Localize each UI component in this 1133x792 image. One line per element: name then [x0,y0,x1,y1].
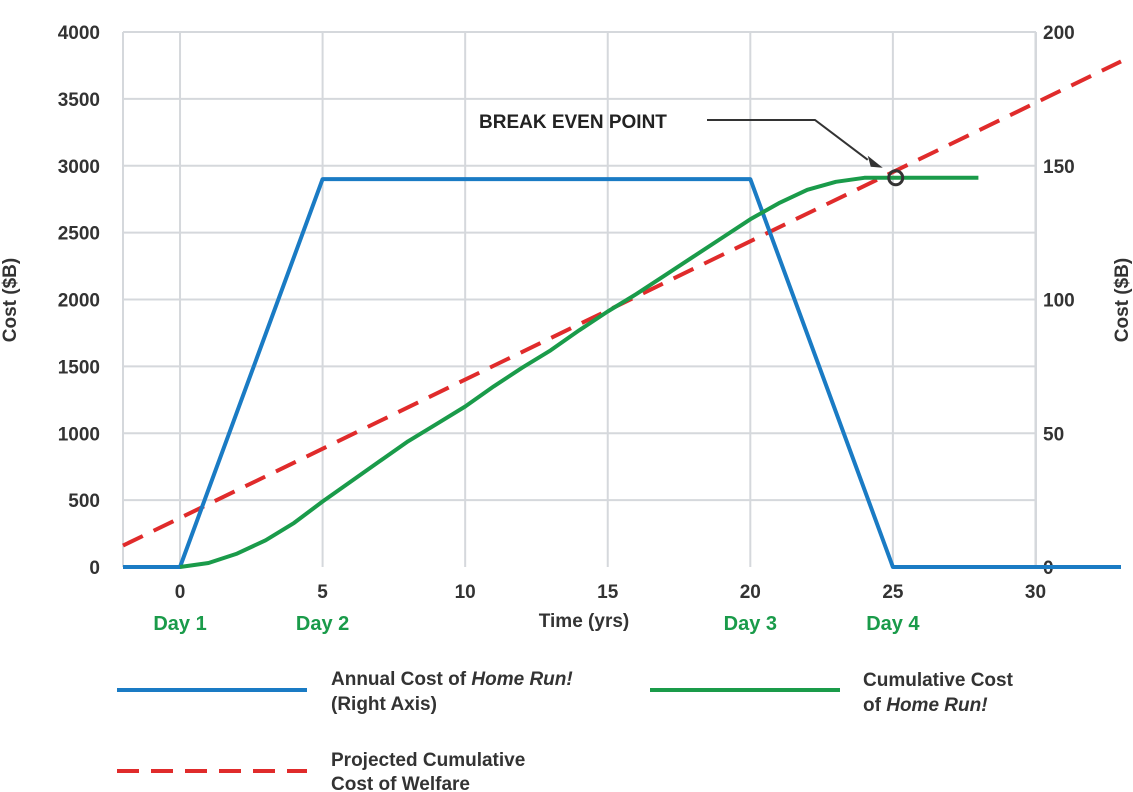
annotation-leader [707,119,869,161]
x-tick: 0 [175,582,186,603]
y-tick-left: 4000 [58,23,100,44]
y-axis-label-left: Cost ($B) [0,258,21,342]
legend-label: Annual Cost of Home Run! [331,669,573,690]
x-tick: 25 [882,582,904,603]
y-tick-right: 150 [1043,157,1075,178]
legend-text-part: Home Run! [471,669,572,690]
day-label: Day 1 [153,613,206,635]
y-tick-left: 1000 [58,424,100,445]
series-line [123,177,1121,569]
day-label: Day 3 [724,613,777,635]
legend: Annual Cost of Home Run! (Right Axis) Cumu… [117,669,1014,792]
annotation-arrowhead [867,155,883,168]
x-tick: 10 [455,582,476,603]
x-tick: 15 [597,582,619,603]
axes: 0 500 1000 1500 2000 2500 3000 3500 4000 0 50 100 15… [58,23,1075,635]
legend-text-part: Home Run! [886,695,987,716]
x-tick: 5 [317,582,328,603]
legend-label: Projected Cumulative [331,750,525,771]
y-tick-left: 500 [68,491,100,512]
series-layer [122,59,1122,569]
y-tick-left: 2000 [58,291,100,312]
day-label: Day 2 [296,613,349,635]
legend-label: (Right Axis) [331,694,437,715]
x-tick: 30 [1025,582,1046,603]
series-line [179,175,979,569]
y-tick-left: 0 [89,558,100,579]
legend-label: Cost of Welfare [331,774,470,792]
legend-label: Cumulative Cost [863,670,1014,691]
y-tick-right: 50 [1043,424,1064,445]
x-tick: 20 [740,582,761,603]
y-tick-right: 100 [1043,291,1075,312]
grid [122,31,1037,567]
y-tick-right: 200 [1043,23,1075,44]
y-axis-label-right: Cost ($B) [1112,258,1133,342]
break-even-marker [887,169,905,187]
legend-label: of Home Run! [863,695,988,716]
y-tick-left: 3000 [58,157,100,178]
x-axis-label: Time (yrs) [539,611,629,632]
annotations: BREAK EVEN POINT [479,112,905,187]
legend-text-part: Annual Cost of [331,669,471,690]
y-tick-left: 2500 [58,224,100,245]
legend-text-part: of [863,695,886,716]
y-tick-left: 1500 [58,357,100,378]
annotation-label: BREAK EVEN POINT [479,112,667,133]
y-tick-left: 3500 [58,90,100,111]
day-label: Day 4 [866,613,920,635]
